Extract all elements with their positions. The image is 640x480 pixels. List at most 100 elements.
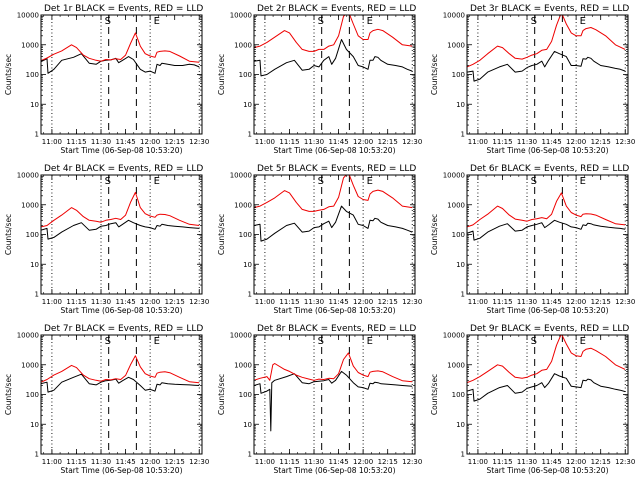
panel-1: Det 1r BLACK = Events, RED = LLD 1 10 100 10… (4, 4, 209, 155)
x-tick-label: 11:15 (492, 138, 512, 146)
panel-data (467, 192, 626, 241)
y-axis-label: Counts/sec (217, 214, 226, 255)
start-marker-label: S (318, 336, 324, 347)
x-tick-label: 12:00 (353, 458, 373, 466)
plot-frame (253, 14, 416, 135)
x-axis-label: Start Time (06-Sep-08 10:53:20) (274, 466, 396, 475)
x-tick-label: 11:00 (42, 298, 62, 306)
y-axis-label: Counts/sec (430, 54, 439, 95)
plot-frame (40, 334, 203, 455)
events-series-line (467, 373, 626, 402)
end-marker-label: E (154, 176, 160, 187)
y-tick-label: 1 (461, 131, 465, 139)
x-tick-label: 11:30 (91, 458, 111, 466)
panel-data (41, 355, 200, 393)
x-tick-label: 12:30 (615, 458, 635, 466)
y-tick-label: 10000 (17, 12, 39, 20)
plot-frame (466, 174, 629, 295)
x-tick-label: 11:00 (468, 458, 488, 466)
start-marker-label: S (105, 176, 111, 187)
y-tick-label: 1 (461, 291, 465, 299)
x-tick-label: 11:45 (115, 138, 135, 146)
panel-data (254, 175, 413, 242)
y-axis-label: Counts/sec (4, 374, 13, 415)
x-tick-label: 11:45 (328, 138, 348, 146)
events-series-line (254, 39, 413, 77)
y-tick-label: 10 (30, 261, 39, 269)
lld-series-line (41, 355, 200, 384)
events-series-line (254, 370, 413, 432)
panel-data (41, 191, 200, 240)
x-tick-label: 12:00 (566, 298, 586, 306)
y-axis-label: Counts/sec (430, 214, 439, 255)
start-marker-label: S (531, 16, 537, 27)
start-marker-label: S (318, 16, 324, 27)
y-tick-label: 10000 (443, 332, 465, 340)
events-series-line (41, 219, 200, 240)
x-tick-label: 11:30 (517, 298, 537, 306)
y-tick-label: 1 (461, 451, 465, 459)
y-tick-label: 100 (452, 391, 465, 399)
x-tick-label: 12:00 (140, 458, 160, 466)
x-tick-label: 12:30 (615, 298, 635, 306)
x-axis-label: Start Time (06-Sep-08 10:53:20) (487, 146, 609, 155)
plot-frame (466, 334, 629, 455)
lld-series-line (41, 191, 200, 228)
x-tick-label: 12:15 (165, 458, 185, 466)
panel-5: Det 5r BLACK = Events, RED = LLD 1 10 100 10… (217, 164, 422, 315)
y-tick-label: 100 (239, 71, 252, 79)
panel-title: Det 8r BLACK = Events, RED = LLD (257, 324, 416, 334)
y-tick-label: 10000 (230, 172, 252, 180)
y-tick-label: 100 (26, 391, 39, 399)
lld-series-line (467, 192, 626, 228)
panel-data (254, 352, 413, 432)
panel-title: Det 9r BLACK = Events, RED = LLD (470, 324, 629, 334)
lld-series-line (41, 32, 200, 63)
lld-series-line (467, 335, 626, 384)
events-series-line (254, 205, 413, 242)
x-tick-label: 11:15 (492, 298, 512, 306)
x-tick-label: 12:15 (591, 458, 611, 466)
x-axis-label: Start Time (06-Sep-08 10:53:20) (61, 306, 183, 315)
start-marker-label: S (105, 16, 111, 27)
y-tick-label: 1000 (447, 41, 465, 49)
y-tick-label: 1 (248, 451, 252, 459)
y-tick-label: 1 (35, 451, 39, 459)
x-tick-label: 11:15 (279, 458, 299, 466)
y-tick-label: 10000 (443, 172, 465, 180)
y-tick-label: 10 (456, 421, 465, 429)
panel-title: Det 4r BLACK = Events, RED = LLD (44, 164, 203, 174)
plot-frame (466, 14, 629, 135)
x-tick-label: 12:15 (165, 138, 185, 146)
y-tick-label: 1000 (447, 361, 465, 369)
x-axis-label: Start Time (06-Sep-08 10:53:20) (487, 306, 609, 315)
x-tick-label: 11:00 (255, 458, 275, 466)
y-tick-label: 100 (239, 391, 252, 399)
end-marker-label: E (580, 336, 586, 347)
y-tick-label: 1000 (234, 201, 252, 209)
panel-data (254, 15, 413, 77)
end-marker-label: E (367, 336, 373, 347)
y-tick-label: 100 (26, 231, 39, 239)
x-tick-label: 12:00 (566, 458, 586, 466)
y-axis-label: Counts/sec (217, 54, 226, 95)
x-axis-label: Start Time (06-Sep-08 10:53:20) (61, 146, 183, 155)
x-axis-label: Start Time (06-Sep-08 10:53:20) (274, 306, 396, 315)
x-tick-label: 12:15 (165, 298, 185, 306)
y-tick-label: 10 (30, 101, 39, 109)
y-tick-label: 10000 (17, 172, 39, 180)
x-tick-label: 12:15 (378, 298, 398, 306)
y-tick-label: 10000 (230, 332, 252, 340)
x-tick-label: 11:00 (255, 138, 275, 146)
y-tick-label: 10000 (230, 12, 252, 20)
x-tick-label: 12:30 (189, 298, 209, 306)
x-tick-label: 11:30 (91, 298, 111, 306)
panel-data (41, 32, 200, 74)
y-axis-label: Counts/sec (430, 374, 439, 415)
y-tick-label: 10 (456, 261, 465, 269)
y-tick-label: 10 (30, 421, 39, 429)
panel-7: Det 7r BLACK = Events, RED = LLD 1 10 100 10… (4, 324, 209, 475)
x-tick-label: 12:30 (402, 298, 422, 306)
plot-frame (40, 174, 203, 295)
